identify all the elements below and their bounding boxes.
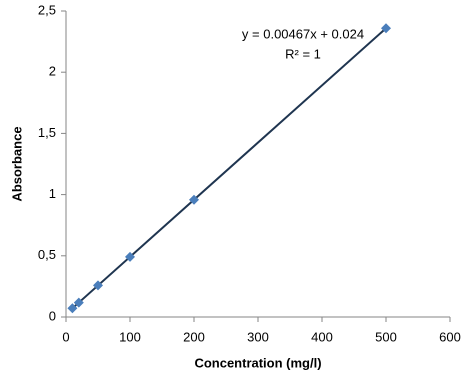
x-tick-label: 200 bbox=[183, 329, 205, 344]
r-squared: R² = 1 bbox=[285, 46, 321, 61]
y-axis-title: Absorbance bbox=[9, 126, 24, 201]
y-tick-label: 0 bbox=[49, 308, 56, 323]
x-axis-title: Concentration (mg/l) bbox=[194, 355, 321, 370]
data-point bbox=[73, 297, 84, 308]
x-tick-label: 100 bbox=[119, 329, 141, 344]
equation: y = 0.00467x + 0.024 bbox=[242, 26, 364, 41]
data-point bbox=[93, 280, 103, 291]
y-tick-label: 1,5 bbox=[38, 125, 56, 140]
y-tick-label: 2,5 bbox=[38, 2, 56, 17]
trendline bbox=[71, 27, 387, 310]
x-tick-label: 400 bbox=[311, 329, 333, 344]
y-tick-label: 2 bbox=[49, 64, 56, 79]
x-tick-label: 500 bbox=[375, 329, 397, 344]
data-point bbox=[189, 194, 199, 205]
x-tick-label: 0 bbox=[62, 329, 69, 344]
data-point bbox=[67, 303, 78, 314]
x-tick-label: 300 bbox=[247, 329, 269, 344]
data-point bbox=[125, 251, 135, 262]
y-tick-label: 1 bbox=[49, 186, 56, 201]
x-tick-label: 600 bbox=[439, 329, 461, 344]
data-point bbox=[381, 23, 391, 34]
y-tick-label: 0,5 bbox=[38, 247, 56, 262]
